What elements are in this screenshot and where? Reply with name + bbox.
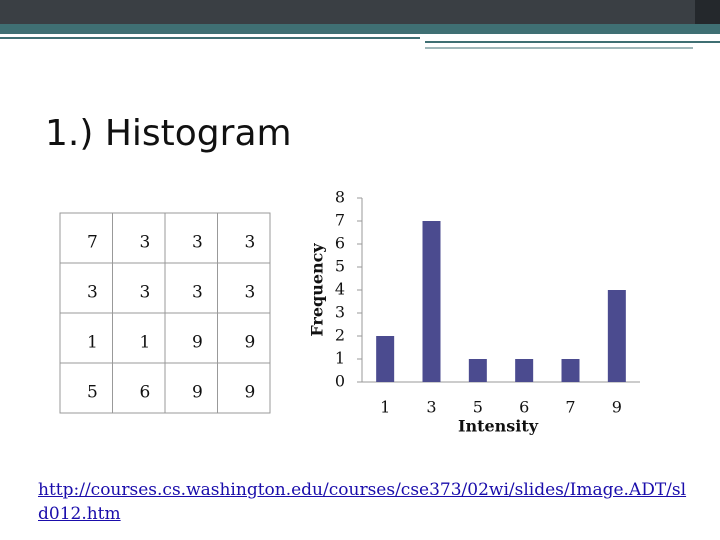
source-link[interactable]: http://courses.cs.washington.edu/courses… [38, 480, 687, 524]
table-cell: 3 [140, 283, 151, 303]
table-cell: 6 [140, 383, 151, 403]
y-tick-label: 0 [335, 372, 345, 391]
bar [468, 359, 487, 382]
table-cell: 3 [245, 233, 256, 253]
top-corner [695, 0, 720, 24]
table-cell: 9 [245, 383, 256, 403]
x-tick-label: 1 [380, 398, 390, 417]
table-cell: 1 [87, 333, 98, 353]
table-cell: 7 [87, 233, 98, 253]
y-axis-label: Frequency [308, 243, 327, 337]
x-tick-label: 6 [519, 398, 529, 417]
y-tick-label: 1 [335, 349, 345, 368]
x-tick-label: 3 [426, 398, 436, 417]
x-axis-label: Intensity [458, 417, 539, 436]
table-cell: 3 [192, 283, 203, 303]
table-cell: 3 [245, 283, 256, 303]
table-cell: 9 [192, 383, 203, 403]
bar [607, 290, 626, 382]
x-tick-label: 9 [612, 398, 622, 417]
table-cell: 3 [87, 283, 98, 303]
table-cell: 9 [192, 333, 203, 353]
top-stripe [0, 24, 720, 34]
table-cell: 9 [245, 333, 256, 353]
y-tick-label: 2 [335, 326, 345, 345]
table-cell: 5 [87, 383, 98, 403]
x-tick-label: 7 [565, 398, 575, 417]
table-cell: 3 [192, 233, 203, 253]
bar [422, 221, 441, 382]
table-cell: 3 [140, 233, 151, 253]
y-tick-label: 3 [335, 303, 345, 322]
bar [515, 359, 534, 382]
bar [376, 336, 395, 382]
table-cell: 1 [140, 333, 151, 353]
y-tick-label: 6 [335, 234, 345, 253]
y-tick-label: 8 [335, 188, 345, 207]
y-tick-label: 5 [335, 257, 345, 276]
bar [561, 359, 580, 382]
y-tick-label: 4 [335, 280, 345, 299]
slide-title: 1.) Histogram [45, 113, 292, 154]
x-tick-label: 5 [473, 398, 483, 417]
top-bar [0, 0, 720, 24]
y-tick-label: 7 [335, 211, 345, 230]
